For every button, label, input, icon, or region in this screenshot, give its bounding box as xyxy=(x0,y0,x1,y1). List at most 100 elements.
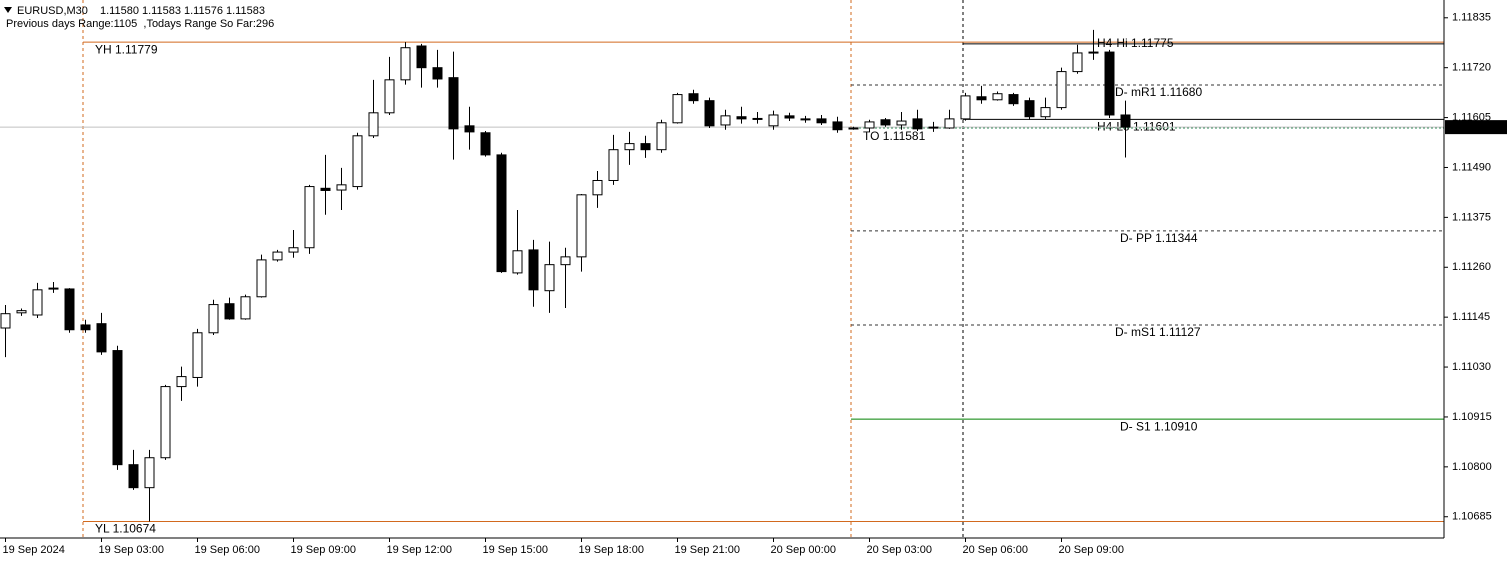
candle-body xyxy=(912,118,923,130)
candle-body xyxy=(128,464,139,489)
candle-body xyxy=(1040,107,1051,118)
candle-body xyxy=(944,118,955,129)
candle-body xyxy=(480,132,491,156)
x-tick-label: 19 Sep 15:00 xyxy=(483,544,548,556)
candle-body xyxy=(352,135,363,188)
marks: YH 1.11779 YL 1.10674 H4-Hi 1.11775 H4-Lo 1… xyxy=(0,29,1444,536)
candle-body xyxy=(896,120,907,126)
candle-body xyxy=(160,386,171,459)
candle-body xyxy=(864,121,875,129)
candle-body xyxy=(448,77,459,130)
candle-body xyxy=(928,126,939,129)
candle-body xyxy=(272,251,283,261)
menu-arrow[interactable] xyxy=(4,7,12,13)
x-tick-label: 19 Sep 09:00 xyxy=(291,544,356,556)
x-tick-label: 19 Sep 2024 xyxy=(3,544,65,556)
candle-body xyxy=(656,122,667,151)
candle-body xyxy=(1008,94,1019,105)
y-tick-label: 1.10685 xyxy=(1452,511,1492,523)
candle-body xyxy=(688,93,699,102)
level-label: D- mS1 1.11127 xyxy=(1115,325,1201,339)
candle-body xyxy=(624,143,635,151)
y-tick-label: 1.11720 xyxy=(1452,62,1491,74)
candle-body xyxy=(64,288,75,331)
y-tick-label: 1.11835 xyxy=(1452,12,1491,24)
candle-body xyxy=(400,47,411,81)
candle-body xyxy=(592,179,603,196)
candle-body xyxy=(736,116,747,120)
candle-body xyxy=(832,121,843,131)
candle-body xyxy=(16,310,27,314)
candle-body xyxy=(256,259,267,298)
candle-body xyxy=(1104,51,1115,116)
x-tick-label: 20 Sep 09:00 xyxy=(1059,544,1124,556)
candle-body xyxy=(1120,114,1131,128)
candle-body xyxy=(32,289,43,316)
y-tick-label: 1.11145 xyxy=(1452,311,1490,323)
candle-body xyxy=(1088,51,1099,54)
candle-body xyxy=(336,184,347,191)
price-tag xyxy=(1445,120,1507,135)
level-label: YH 1.11779 xyxy=(95,42,158,56)
candle-body xyxy=(1072,52,1083,73)
level-label: YL 1.10674 xyxy=(95,522,156,536)
candle-body xyxy=(512,250,523,274)
candle-body xyxy=(0,313,11,329)
candle-body xyxy=(880,119,891,126)
x-tick-label: 20 Sep 03:00 xyxy=(867,544,932,556)
y-tick-label: 1.11490 xyxy=(1452,161,1491,173)
candle-body xyxy=(80,324,91,331)
candle-body xyxy=(464,125,475,133)
candle-body xyxy=(672,94,683,124)
candle-body xyxy=(800,118,811,121)
candle-body xyxy=(320,187,331,191)
subtitle: Previous days Range:1105 ,Todays Range S… xyxy=(6,18,274,30)
candle-body xyxy=(96,323,107,353)
price-tag-label: 1.11583 xyxy=(1452,121,1491,133)
x-tick-label: 19 Sep 12:00 xyxy=(387,544,452,556)
candle-body xyxy=(304,186,315,249)
candle-body xyxy=(224,303,235,320)
candle-body xyxy=(192,332,203,378)
candle-body xyxy=(768,114,779,127)
y-tick-label: 1.11260 xyxy=(1452,261,1491,273)
candle-body xyxy=(144,457,155,489)
candle-body xyxy=(720,115,731,126)
candle-body xyxy=(384,79,395,114)
candle-body xyxy=(1024,100,1035,118)
candle-body xyxy=(960,95,971,120)
x-tick-label: 20 Sep 00:00 xyxy=(771,544,836,556)
level-label: D- PP 1.11344 xyxy=(1120,231,1198,245)
candle-body xyxy=(848,127,859,130)
candle-body xyxy=(976,96,987,101)
candle-body xyxy=(560,256,571,266)
plot-area xyxy=(0,0,1444,538)
candle-body xyxy=(432,67,443,80)
y-tick-label: 1.10915 xyxy=(1452,411,1492,423)
x-tick-label: 19 Sep 03:00 xyxy=(99,544,164,556)
symbol: EURUSD,M30 xyxy=(17,5,88,17)
candle-body xyxy=(240,296,251,320)
candle-body xyxy=(576,194,587,258)
quote: 1.11580 1.11583 1.11576 1.11583 xyxy=(100,5,265,17)
x-tick-label: 19 Sep 06:00 xyxy=(195,544,260,556)
level-label: D- S1 1.10910 xyxy=(1120,419,1198,433)
candle-body xyxy=(544,264,555,292)
candle-body xyxy=(208,304,219,334)
level-label: D- mR1 1.11680 xyxy=(1115,85,1202,99)
candle-body xyxy=(752,117,763,120)
level-label: H4-Hi 1.11775 xyxy=(1097,36,1174,50)
x-tick-label: 20 Sep 06:00 xyxy=(963,544,1028,556)
x-tick-label: 19 Sep 18:00 xyxy=(579,544,644,556)
level-label: H4-Lo 1.11601 xyxy=(1097,119,1176,133)
y-tick-label: 1.10800 xyxy=(1452,461,1492,473)
candle-body xyxy=(416,45,427,69)
level-label: TO 1.11581 xyxy=(863,129,926,143)
candle-body xyxy=(640,143,651,151)
candle-body xyxy=(608,149,619,181)
candle-body xyxy=(48,287,59,290)
candle-body xyxy=(176,376,187,388)
candle-body xyxy=(368,112,379,137)
y-tick-label: 1.11030 xyxy=(1452,361,1491,373)
